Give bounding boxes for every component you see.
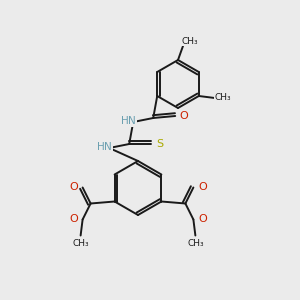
Text: CH₃: CH₃ <box>182 37 198 46</box>
Text: N: N <box>104 142 112 152</box>
Text: O: O <box>180 111 189 121</box>
Text: O: O <box>69 214 78 224</box>
Text: S: S <box>157 139 164 149</box>
Text: N: N <box>128 116 136 126</box>
Text: CH₃: CH₃ <box>72 239 89 248</box>
Text: O: O <box>69 182 78 191</box>
Text: H: H <box>97 142 105 152</box>
Text: CH₃: CH₃ <box>187 239 204 248</box>
Text: CH₃: CH₃ <box>214 94 231 103</box>
Text: O: O <box>198 214 207 224</box>
Text: H: H <box>121 116 129 126</box>
Text: O: O <box>198 182 207 191</box>
